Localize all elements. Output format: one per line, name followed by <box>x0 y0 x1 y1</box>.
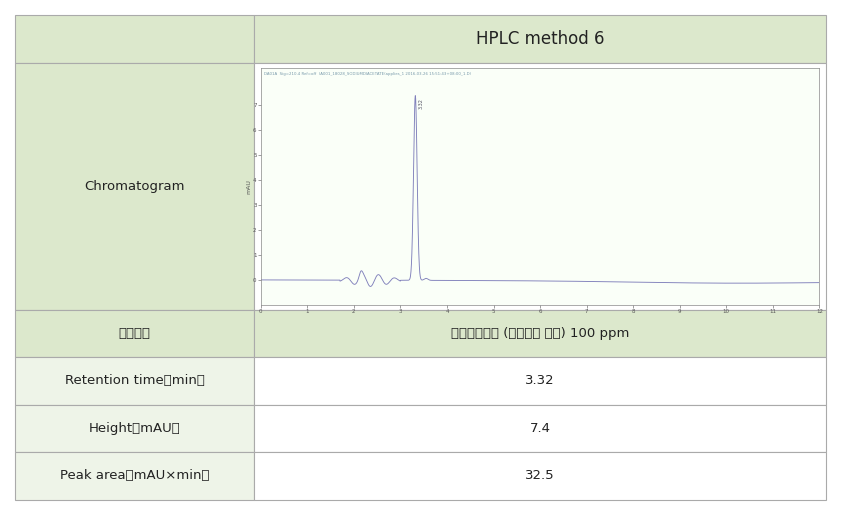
Text: 7.4: 7.4 <box>530 422 551 435</box>
Text: Retention time（min）: Retention time（min） <box>65 374 204 387</box>
Bar <box>15 63 254 310</box>
Bar <box>254 310 826 357</box>
Text: Peak area（mAU×min）: Peak area（mAU×min） <box>60 469 209 483</box>
Bar <box>15 15 254 63</box>
Bar <box>254 63 826 310</box>
Bar <box>254 405 826 452</box>
Text: 이초산나트륨 (초산으로 정량) 100 ppm: 이초산나트륨 (초산으로 정량) 100 ppm <box>451 327 629 340</box>
Text: Height（mAU）: Height（mAU） <box>89 422 181 435</box>
Bar <box>15 357 254 405</box>
Bar <box>15 310 254 357</box>
Y-axis label: mAU: mAU <box>246 179 251 194</box>
Bar <box>15 405 254 452</box>
Text: 대상물질: 대상물질 <box>119 327 151 340</box>
Bar <box>15 452 254 500</box>
Text: 32.5: 32.5 <box>526 469 555 483</box>
Text: HPLC method 6: HPLC method 6 <box>476 30 605 48</box>
Bar <box>254 452 826 500</box>
Bar <box>254 357 826 405</box>
Text: DA01A  Sig=210,4 Ref=off  (A001_18028_SODIUMDIACETATE(applies_1 2016-03-26 15:51: DA01A Sig=210,4 Ref=off (A001_18028_SODI… <box>263 73 471 77</box>
Text: 3.32: 3.32 <box>526 374 555 387</box>
Bar <box>254 15 826 63</box>
Text: 3.32: 3.32 <box>419 98 424 109</box>
Text: Chromatogram: Chromatogram <box>84 180 185 193</box>
